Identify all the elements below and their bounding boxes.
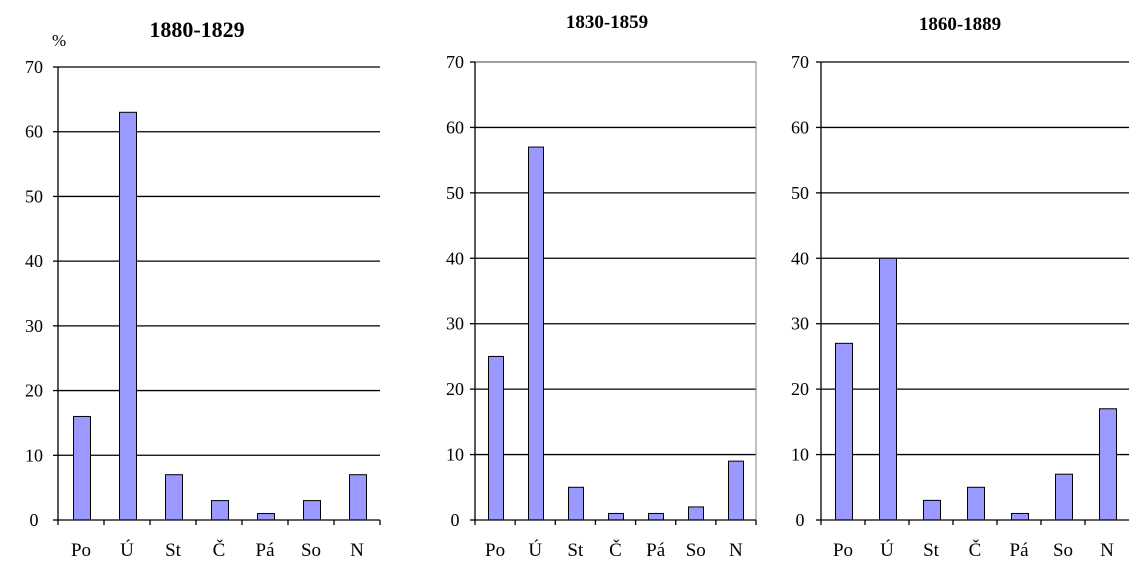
- chart-1-category-label: St: [165, 540, 182, 561]
- chart-3-bar-5: [1011, 512, 1029, 521]
- chart-1-y-tick-label: 20: [25, 381, 43, 401]
- chart-1-bar-2: [119, 111, 137, 521]
- chart-2-y-tick-label: 10: [446, 445, 464, 465]
- chart-2-category-label: Č: [609, 539, 622, 561]
- chart-1-y-tick-label: 10: [25, 445, 43, 465]
- chart-3-y-tick-label: 60: [791, 117, 809, 137]
- chart-2-bar-5: [648, 512, 664, 521]
- chart-3-y-tick-label: 30: [791, 314, 809, 334]
- chart-1-bar-5: [257, 513, 275, 521]
- chart-2-bar-7: [728, 460, 744, 521]
- chart-3-y-tick-label: 40: [791, 248, 809, 268]
- chart-2-plot-border: [474, 61, 757, 521]
- chart-1-category-label: Po: [71, 540, 91, 561]
- chart-1-y-tick-label: 40: [25, 251, 43, 271]
- chart-1-y-tick-label: 50: [25, 186, 43, 206]
- chart-2-category-label: St: [567, 540, 584, 561]
- chart-1-bar-6: [303, 500, 321, 521]
- chart-2-y-tick-label: 60: [446, 117, 464, 137]
- chart-2-bar-4: [608, 512, 624, 521]
- chart-1-bar-3: [165, 474, 183, 521]
- chart-1-category-label: So: [301, 540, 321, 561]
- chart-3-bar-3: [923, 499, 941, 521]
- chart-3-bar-6: [1055, 473, 1073, 521]
- chart-3-bar-7: [1099, 408, 1117, 521]
- chart-2-bar-6: [688, 506, 704, 521]
- chart-3-category-label: Ú: [880, 539, 894, 561]
- chart-3-category-label: St: [923, 540, 940, 561]
- chart-3-category-label: Č: [969, 539, 982, 561]
- chart-2-y-tick-label: 70: [446, 52, 464, 72]
- chart-2-category-label: Ú: [528, 539, 542, 561]
- chart-3-category-label: So: [1053, 540, 1073, 561]
- chart-1-y-tick-label: 60: [25, 122, 43, 142]
- chart-2-bar-2: [528, 146, 544, 521]
- chart-3-title: 1860-1889: [919, 14, 1001, 35]
- chart-3-y-tick-label: 10: [791, 445, 809, 465]
- chart-1-category-label: N: [350, 540, 364, 561]
- chart-2-title: 1830-1859: [566, 12, 648, 33]
- chart-3-category-label: N: [1100, 540, 1114, 561]
- chart-3-category-label: Po: [833, 540, 853, 561]
- chart-1-bar-4: [211, 500, 229, 521]
- chart-2-y-tick-label: 30: [446, 314, 464, 334]
- chart-3-y-tick-label: 70: [791, 52, 809, 72]
- chart-2-category-label: So: [686, 540, 706, 561]
- chart-3-bar-1: [835, 342, 853, 521]
- y-unit-label: %: [52, 31, 66, 50]
- chart-2-y-tick-label: 50: [446, 183, 464, 203]
- chart-3-y-tick-label: 20: [791, 379, 809, 399]
- chart-3-y-tick-label: 0: [796, 510, 805, 530]
- chart-3-y-tick-label: 50: [791, 183, 809, 203]
- chart-1-category-label: Č: [213, 539, 226, 561]
- chart-2-y-tick-label: 20: [446, 379, 464, 399]
- chart-2-category-label: Po: [485, 540, 505, 561]
- chart-1-category-label: Ú: [120, 539, 134, 561]
- chart-3-category-label: Pá: [1010, 540, 1030, 561]
- chart-2-bar-1: [488, 355, 504, 521]
- chart-3-bar-4: [967, 486, 985, 521]
- chart-1-y-tick-label: 0: [30, 510, 39, 530]
- chart-1-bar-1: [73, 415, 91, 521]
- chart-2-y-tick-label: 40: [446, 248, 464, 268]
- chart-1-y-tick-label: 70: [25, 57, 43, 77]
- chart-3-bar-2: [879, 257, 897, 521]
- chart-2-category-label: Pá: [646, 540, 666, 561]
- chart-1-bar-7: [349, 474, 367, 521]
- chart-1-category-label: Pá: [256, 540, 276, 561]
- chart-2-category-label: N: [729, 540, 743, 561]
- chart-2-bar-3: [568, 486, 584, 521]
- chart-1-y-tick-label: 30: [25, 316, 43, 336]
- chart-1-title: 1880-1829: [149, 17, 244, 42]
- chart-2-y-tick-label: 0: [451, 510, 460, 530]
